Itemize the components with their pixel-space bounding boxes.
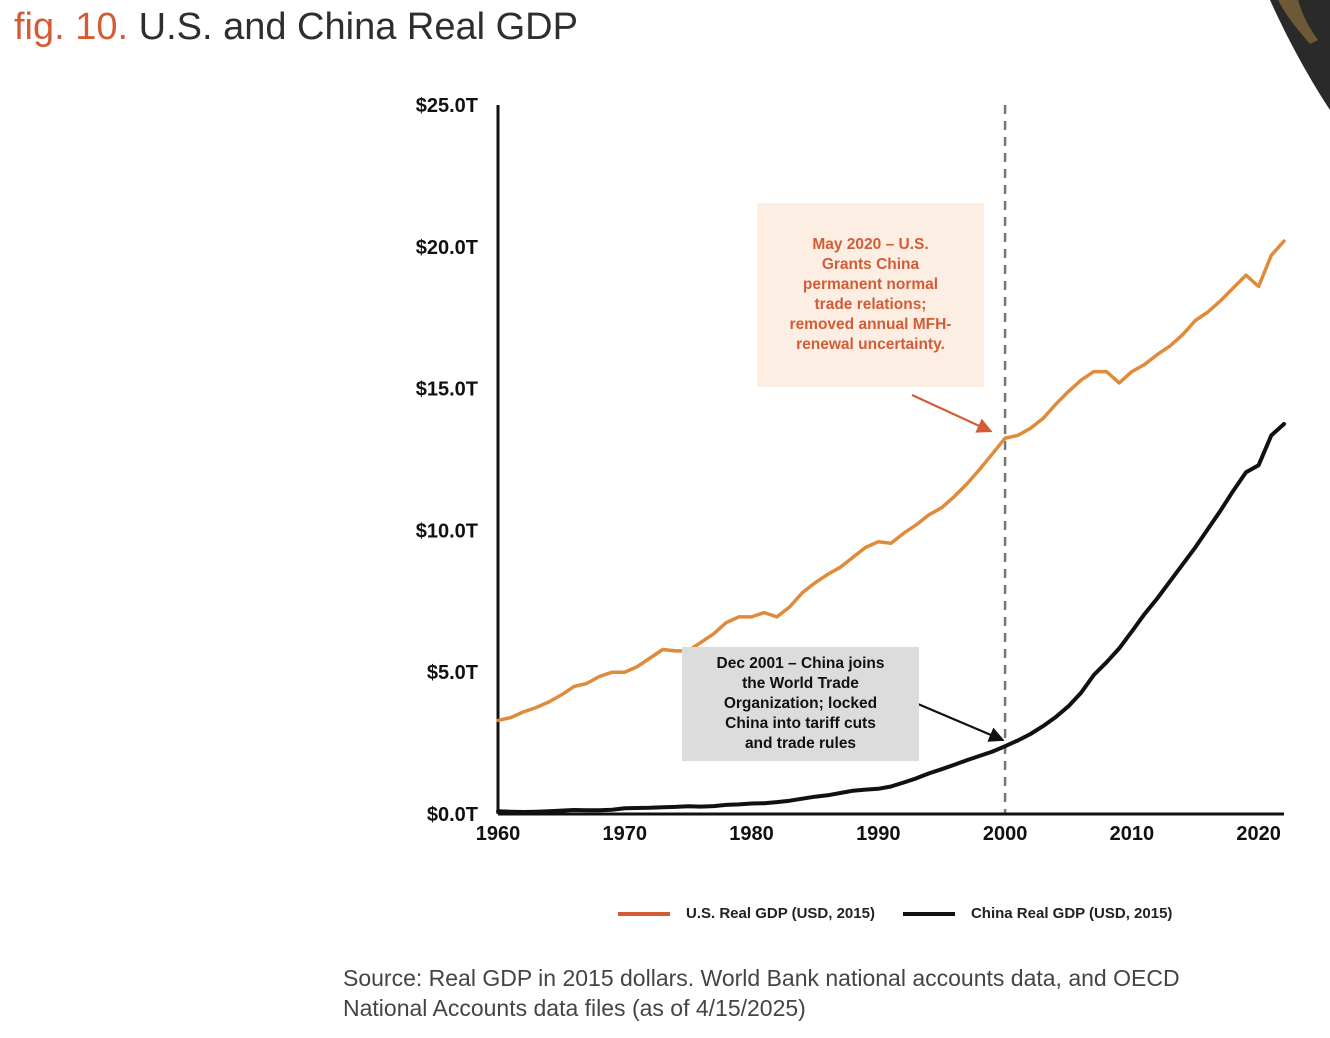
china-annotation-line: the World Trade [742,675,859,692]
us-annotation-line: permanent normal [802,276,939,293]
us-annotation-line: removed annual MFH- [789,316,952,333]
us-annotation-box: May 2020 – U.S. Grants China permanent n… [757,203,984,387]
y-tick-label: $20.0T [416,237,478,259]
axes [496,105,1284,816]
us-annotation-arrow [911,394,993,433]
china-annotation-arrow [917,702,1005,742]
us-annotation-line: May 2020 – U.S. [812,236,929,253]
china-gdp-line [496,422,1286,814]
x-tick-label: 2020 [1236,823,1281,845]
x-tick-label: 2000 [983,823,1028,845]
x-tick-label: 1970 [603,823,648,845]
source-note: Source: Real GDP in 2015 dollars. World … [343,963,1323,1023]
china-annotation-line: China into tariff cuts [725,715,876,732]
x-tick-label: 1960 [476,823,521,845]
y-tick-label: $25.0T [416,95,478,117]
china-annotation-line: Dec 2001 – China joins [716,655,885,672]
us-annotation-line: renewal uncertainty. [796,336,945,353]
us-annotation-line: trade relations; [814,296,927,313]
figure-title: fig. 10. U.S. and China Real GDP [14,6,578,49]
legend-swatch-china [902,911,955,916]
y-tick-label: $10.0T [416,520,478,542]
series-layer [496,239,1286,814]
us-gdp-line [496,239,1286,723]
source-line: Source: Real GDP in 2015 dollars. World … [343,965,1180,991]
y-tick-label: $0.0T [427,804,478,826]
y-tick-labels: $0.0T $5.0T $10.0T $15.0T $20.0T $25.0T [416,95,478,826]
legend-label-us: U.S. Real GDP (USD, 2015) [686,905,875,922]
legend-item-china: China Real GDP (USD, 2015) [902,905,1173,922]
y-tick-label: $15.0T [416,379,478,401]
chart-legend: U.S. Real GDP (USD, 2015) China Real GDP… [618,905,1200,922]
china-annotation-box: Dec 2001 – China joins the World Trade O… [682,647,919,761]
legend-label-china: China Real GDP (USD, 2015) [970,905,1173,922]
legend-item-us: U.S. Real GDP (USD, 2015) [618,905,875,922]
figure-number: fig. 10. [14,6,129,48]
x-tick-label: 2010 [1110,823,1155,845]
china-annotation-line: and trade rules [744,735,857,752]
us-annotation-line: Grants China [821,256,920,273]
annotation-arrows [911,394,1005,742]
y-tick-label: $5.0T [427,662,478,684]
legend-swatch-us [618,911,670,916]
x-tick-label: 1990 [856,823,901,845]
x-tick-label: 1980 [729,823,774,845]
source-line: National Accounts data files (as of 4/15… [343,995,806,1021]
china-annotation-line: Organization; locked [723,695,878,712]
corner-decoration [1270,0,1330,110]
figure-title-text: U.S. and China Real GDP [138,6,578,48]
x-tick-labels: 1960 1970 1980 1990 2000 2010 2020 [476,823,1281,845]
